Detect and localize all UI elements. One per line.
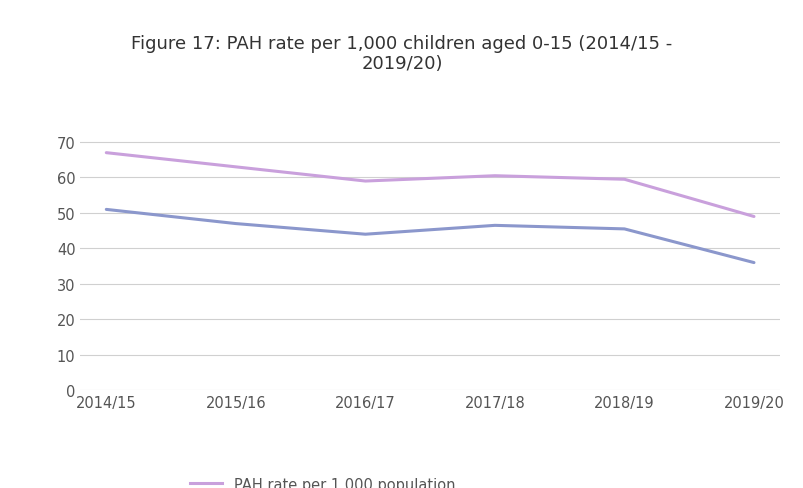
PAH rate per 1,000 population [360,179,369,184]
Line: PAH rate per 1,000 population (excluding injuries): PAH rate per 1,000 population (excluding… [106,210,753,263]
PAH rate per 1,000 population [101,150,111,156]
PAH rate per 1,000 population [748,214,758,220]
PAH rate per 1,000 population (excluding injuries) [101,207,111,213]
Legend: PAH rate per 1,000 population, PAH rate per 1,000 population (excluding injuries: PAH rate per 1,000 population, PAH rate … [190,477,600,488]
PAH rate per 1,000 population (excluding injuries) [490,223,499,229]
PAH rate per 1,000 population [230,164,240,170]
PAH rate per 1,000 population (excluding injuries) [619,226,629,232]
PAH rate per 1,000 population [490,173,499,179]
Line: PAH rate per 1,000 population: PAH rate per 1,000 population [106,153,753,217]
PAH rate per 1,000 population (excluding injuries) [230,221,240,227]
PAH rate per 1,000 population [619,177,629,183]
PAH rate per 1,000 population (excluding injuries) [748,260,758,266]
PAH rate per 1,000 population (excluding injuries) [360,232,369,238]
Text: Figure 17: PAH rate per 1,000 children aged 0-15 (2014/15 -
2019/20): Figure 17: PAH rate per 1,000 children a… [131,35,672,73]
